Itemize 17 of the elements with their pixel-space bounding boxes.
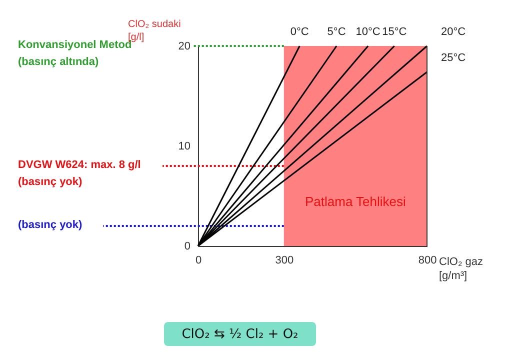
text: ClO₂ ⇆ ½ Cl₂ + O₂ xyxy=(182,327,298,342)
y-tick-label: 10 xyxy=(178,140,190,152)
x-tick-label: 800 xyxy=(418,254,437,266)
series-label: 0°C xyxy=(290,26,309,38)
x-tick-label: 300 xyxy=(275,254,294,266)
y-tick-label: 0 xyxy=(184,240,190,252)
series-label: 15°C xyxy=(382,26,407,38)
x-tick-label: 0 xyxy=(195,254,202,266)
ref-line-label: (basınç yok) xyxy=(18,219,83,231)
x-axis-title: ClO₂ gaz [g/m³] xyxy=(439,256,484,282)
y-tick-label: 20 xyxy=(178,40,190,52)
series-label: 20°C xyxy=(441,26,466,38)
series-label: 25°C xyxy=(441,52,466,64)
band-label: Patlama Tehlikesi xyxy=(304,194,406,209)
series-label: 5°C xyxy=(327,26,346,38)
ref-line-label: DVGW W624: max. 8 g/l (basınç yok) xyxy=(18,159,141,188)
series-label: 10°C xyxy=(356,26,380,38)
